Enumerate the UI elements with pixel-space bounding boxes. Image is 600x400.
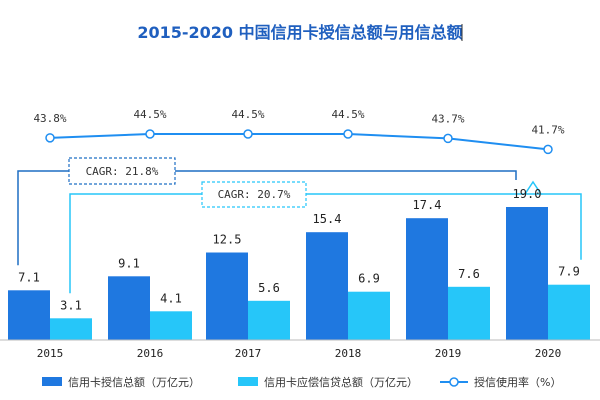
x-tick-label-2015: 2015 — [37, 347, 64, 360]
bar-series1-2016 — [108, 276, 150, 340]
bar-series1-2017 — [206, 252, 248, 340]
x-tick-label-2016: 2016 — [137, 347, 164, 360]
legend-marker-series3 — [449, 377, 459, 387]
bar-label-series1-2015: 7.1 — [18, 270, 40, 284]
legend-label-series2: 信用卡应偿信贷总额（万亿元） — [264, 375, 418, 389]
bar-series1-2015 — [8, 290, 50, 340]
usage-rate-polyline — [49, 133, 549, 151]
usage-rate-point-2019 — [443, 133, 453, 144]
usage-rate-point-2016 — [145, 129, 155, 139]
usage-rate-label-2017: 44.5% — [231, 108, 264, 121]
usage-rate-label-2015: 43.8% — [33, 112, 66, 125]
usage-rate-point-2020 — [543, 144, 553, 155]
usage-rate-label-2016: 44.5% — [133, 108, 166, 121]
x-tick-label-2019: 2019 — [435, 347, 462, 360]
bar-label-series2-2020: 7.9 — [558, 265, 580, 279]
cagr-annotations: CAGR: 21.8% CAGR: 20.7% — [17, 157, 582, 294]
bar-label-series2-2018: 6.9 — [358, 272, 380, 286]
usage-rate-point-2018 — [343, 129, 353, 139]
usage-rate-line: 43.8% 44.5% 44.5% 44.5% 43.7% 41.7% — [33, 108, 565, 155]
bar-label-series2-2016: 4.1 — [160, 291, 182, 305]
bar-series2-2017 — [248, 300, 290, 340]
legend-swatch-series2 — [238, 377, 258, 386]
bar-label-series1-2016: 9.1 — [118, 256, 140, 270]
bar-label-series1-2018: 15.4 — [313, 212, 342, 226]
bar-label-series1-2020: 19.0 — [513, 187, 542, 201]
usage-rate-label-2018: 44.5% — [331, 108, 364, 121]
x-tick-label-2017: 2017 — [235, 347, 262, 360]
cagr-label-series2: CAGR: 20.7% — [218, 188, 291, 201]
cagr-box-series2 — [201, 181, 307, 208]
bar-label-series1-2019: 17.4 — [413, 198, 442, 212]
bar-series1-2020 — [506, 207, 548, 340]
bar-series: 7.1 9.1 12.5 15.4 17.4 19.0 3.1 4.1 5.6 6.9 7.6 7.9 — [8, 187, 590, 340]
bar-series2-2015 — [50, 318, 92, 340]
x-axis-ticks: 2015 2016 2017 2018 2019 2020 — [37, 347, 562, 360]
bar-series2-2019 — [448, 286, 490, 340]
bar-label-series1-2017: 12.5 — [213, 233, 242, 247]
cagr-box-series1 — [68, 157, 176, 185]
legend-label-series3: 授信使用率（%） — [474, 375, 561, 389]
x-tick-label-2020: 2020 — [535, 347, 562, 360]
legend-swatch-series1 — [42, 377, 62, 386]
usage-rate-label-2019: 43.7% — [431, 112, 464, 125]
bar-label-series2-2019: 7.6 — [458, 267, 480, 281]
bar-label-series2-2015: 3.1 — [60, 298, 82, 312]
cagr-label-series1: CAGR: 21.8% — [86, 165, 159, 178]
legend: 信用卡授信总额（万亿元） 信用卡应偿信贷总额（万亿元） 授信使用率（%） — [42, 375, 561, 389]
x-tick-label-2018: 2018 — [335, 347, 362, 360]
bar-series1-2019 — [406, 218, 448, 340]
bar-label-series2-2017: 5.6 — [258, 281, 280, 295]
bar-series2-2020 — [548, 284, 590, 340]
bar-series1-2018 — [306, 232, 348, 340]
cagr-bracket-series2-right — [541, 193, 582, 260]
cagr-bracket-series1 — [17, 170, 517, 266]
bar-series2-2018 — [348, 291, 390, 340]
bar-series2-2016 — [150, 311, 192, 340]
usage-rate-point-2015 — [45, 133, 55, 143]
legend-label-series1: 信用卡授信总额（万亿元） — [68, 375, 200, 389]
chart-title: 2015-2020 中国信用卡授信总额与用信总额 — [137, 23, 462, 42]
usage-rate-label-2020: 41.7% — [531, 123, 564, 136]
usage-rate-point-2017 — [243, 129, 253, 139]
